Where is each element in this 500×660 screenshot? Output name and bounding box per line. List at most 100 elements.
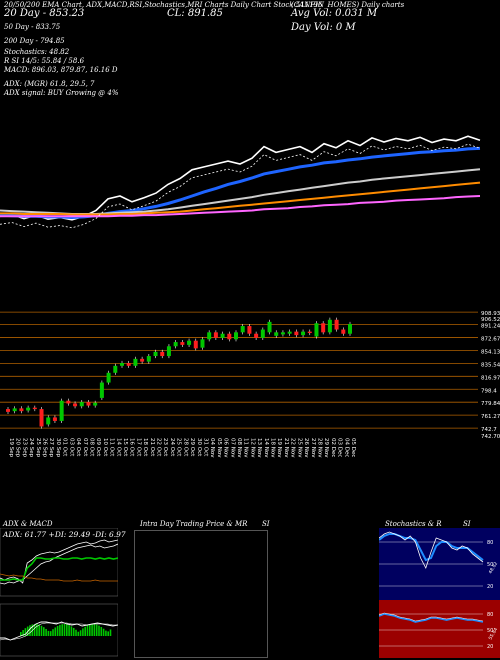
x-date-label: 04 Dec <box>343 438 349 457</box>
x-date-label: 07 Nov <box>229 438 235 458</box>
macd-bar <box>40 625 43 636</box>
x-date-label: 23 Oct <box>162 438 168 457</box>
macd-bar <box>89 624 91 636</box>
candle-body <box>66 400 71 404</box>
candle-body <box>133 358 138 366</box>
candle-body <box>327 319 332 333</box>
macd-bar <box>102 628 105 636</box>
candle-body <box>26 407 31 411</box>
candle-body <box>19 408 24 412</box>
x-date-label: 23 Sep <box>21 438 27 458</box>
macd-bar <box>49 631 52 636</box>
x-date-label: 11 Nov <box>243 438 249 458</box>
candle-body <box>39 409 44 427</box>
macd-bar <box>86 625 89 636</box>
adx-macd-title: ADX & MACD <box>3 520 53 528</box>
macd-bar <box>82 628 84 636</box>
ema200-label: 200 Day - 794.85 <box>4 37 65 45</box>
x-date-label: 02 Dec <box>330 438 336 457</box>
x-date-label: 20 Sep <box>15 438 21 458</box>
y-tick-label: 761.27 <box>481 414 500 420</box>
x-date-label: 19 Sep <box>8 438 14 458</box>
candle-body <box>160 351 165 357</box>
macd-bar <box>105 630 107 636</box>
candle-body <box>12 408 17 412</box>
x-date-label: 21 Nov <box>283 438 289 458</box>
macd-bar <box>56 625 59 636</box>
y-tick-label: 906.52 <box>481 317 500 323</box>
macd-bar <box>36 624 38 636</box>
adx-macd-svg <box>0 528 118 657</box>
candle-body <box>301 331 306 336</box>
candle-body <box>79 402 84 407</box>
candle-body <box>334 319 339 330</box>
candle-body <box>73 403 78 407</box>
macd-bar <box>47 630 50 636</box>
y-tick-label: 742.70 <box>481 434 500 440</box>
candle-body <box>59 400 64 421</box>
candle-body <box>6 409 10 412</box>
candle-body <box>240 326 245 333</box>
rsi-bg <box>379 600 500 658</box>
x-date-label: 22 Nov <box>290 438 296 458</box>
candle-body <box>86 402 91 406</box>
candle-body <box>294 331 299 336</box>
candle-body <box>193 340 198 349</box>
macd-bar <box>54 627 57 636</box>
candle-body <box>348 323 352 334</box>
header-title-right: (CANFIN_HOMES) Daily charts <box>291 1 405 9</box>
macd-bar <box>63 624 66 636</box>
x-date-label: 25 Oct <box>176 438 182 457</box>
macd-bar <box>109 629 112 636</box>
x-date-label: 08 Oct <box>88 438 94 457</box>
macd-bar <box>24 628 27 636</box>
candle-body <box>260 329 265 338</box>
adx-label: ADX: (MGR) 61.8, 29.5, 7 <box>4 80 95 88</box>
macd-bar <box>22 630 24 636</box>
x-date-label: 10 Oct <box>102 438 108 457</box>
candle-body <box>146 356 151 362</box>
macd-line <box>0 622 118 641</box>
ema-series-line <box>0 195 481 218</box>
candle-body <box>120 363 124 366</box>
macd-bar <box>43 627 45 636</box>
x-date-label: 27 Nov <box>310 438 316 458</box>
ema50-label: 50 Day - 833.75 <box>4 23 61 31</box>
macd-bar <box>93 624 96 636</box>
ema-series-line <box>0 146 481 220</box>
adx-values: ADX: 61.77 +DI: 29.49 -DI: 6.97 <box>3 530 126 539</box>
x-date-label: 05 Dec <box>350 438 356 457</box>
rsi-line-2 <box>379 612 484 622</box>
candle-body <box>52 417 57 421</box>
candle-body <box>267 321 272 333</box>
candle-body <box>93 402 98 406</box>
candle-body <box>166 346 171 357</box>
stoch-rsi-svg: 80 50 20 80 50 20 48.82 55.84 <box>379 528 500 658</box>
macd-bar <box>59 624 61 636</box>
x-date-label: 25 Sep <box>35 438 41 458</box>
x-date-label: 27 Sep <box>48 438 54 458</box>
x-date-label: 21 Oct <box>149 438 155 457</box>
y-tick-label: 816.97 <box>481 375 500 381</box>
x-date-label: 25 Nov <box>296 438 302 458</box>
adx-macd-panel: ADX: 61.77 +DI: 29.49 -DI: 6.97 <box>0 528 126 658</box>
ema-series-line <box>0 181 481 216</box>
intraday-panel <box>134 530 268 658</box>
macd-bar <box>95 624 98 636</box>
x-date-label: 01 Oct <box>62 438 68 457</box>
candle-body <box>113 365 118 373</box>
candle-body <box>220 333 225 338</box>
x-date-label: 19 Nov <box>276 438 282 458</box>
x-date-label: 03 Dec <box>337 438 343 457</box>
candle-body <box>207 332 212 340</box>
x-date-label: 24 Oct <box>169 438 175 457</box>
candle-body <box>254 333 259 338</box>
day-volume: Day Vol: 0 M <box>291 22 356 33</box>
x-date-label: 24 Sep <box>28 438 34 458</box>
y-tick-label: 798.4 <box>481 388 497 394</box>
close-price: CL: 891.85 <box>167 8 223 19</box>
candle-body <box>173 342 178 347</box>
x-date-label: 07 Oct <box>82 438 88 457</box>
x-date-label: 06 Nov <box>223 438 229 458</box>
